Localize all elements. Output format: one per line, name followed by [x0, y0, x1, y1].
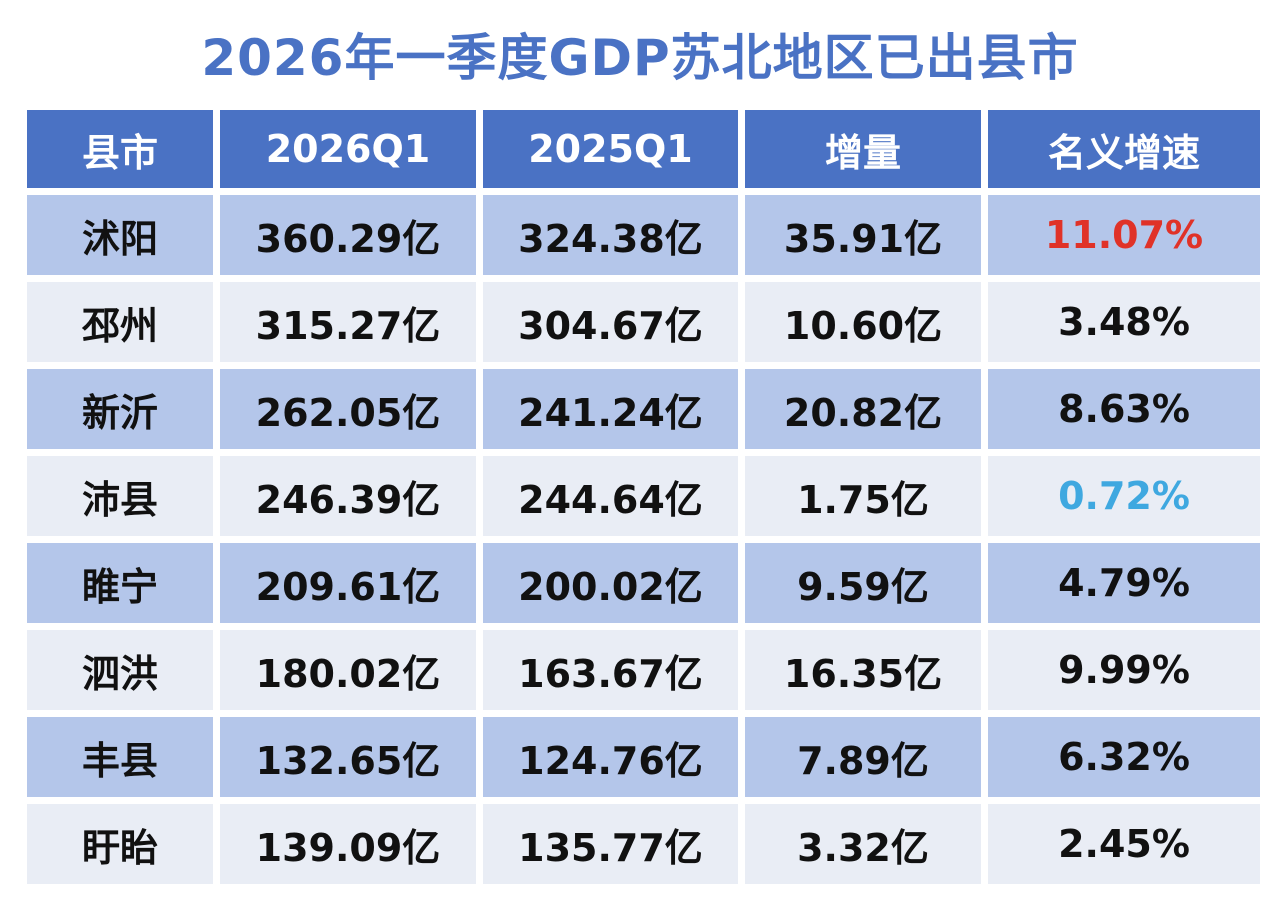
table-cell: 8.63%: [988, 369, 1260, 449]
row-label: 泗洪: [27, 630, 213, 710]
table-cell: 241.24亿: [483, 369, 738, 449]
column-header: 县市: [27, 110, 213, 188]
table-cell: 2.45%: [988, 804, 1260, 884]
table-cell: 209.61亿: [220, 543, 476, 623]
column-header: 2026Q1: [220, 110, 476, 188]
table-cell: 132.65亿: [220, 717, 476, 797]
table-cell: 3.48%: [988, 282, 1260, 362]
row-label: 邳州: [27, 282, 213, 362]
column-header: 名义增速: [988, 110, 1260, 188]
table-cell: 124.76亿: [483, 717, 738, 797]
table-cell: 10.60亿: [745, 282, 981, 362]
table-cell: 244.64亿: [483, 456, 738, 536]
table-cell: 0.72%: [988, 456, 1260, 536]
table-cell: 6.32%: [988, 717, 1260, 797]
table-cell: 139.09亿: [220, 804, 476, 884]
table: 县市 2026Q1 2025Q1 增量 名义增速沭阳 360.29亿 324.38亿 35.9…: [27, 110, 1260, 884]
table-cell: 3.32亿: [745, 804, 981, 884]
table-cell: 324.38亿: [483, 195, 738, 275]
table-cell: 304.67亿: [483, 282, 738, 362]
column-header: 增量: [745, 110, 981, 188]
table-cell: 360.29亿: [220, 195, 476, 275]
table-cell: 135.77亿: [483, 804, 738, 884]
row-label: 新沂: [27, 369, 213, 449]
table-cell: 9.59亿: [745, 543, 981, 623]
table-cell: 11.07%: [988, 195, 1260, 275]
table-cell: 315.27亿: [220, 282, 476, 362]
table-cell: 1.75亿: [745, 456, 981, 536]
column-header: 2025Q1: [483, 110, 738, 188]
table-cell: 163.67亿: [483, 630, 738, 710]
table-cell: 4.79%: [988, 543, 1260, 623]
row-label: 沭阳: [27, 195, 213, 275]
table-cell: 7.89亿: [745, 717, 981, 797]
table-cell: 262.05亿: [220, 369, 476, 449]
table-cell: 20.82亿: [745, 369, 981, 449]
row-label: 沛县: [27, 456, 213, 536]
table-cell: 35.91亿: [745, 195, 981, 275]
table-cell: 246.39亿: [220, 456, 476, 536]
row-label: 丰县: [27, 717, 213, 797]
table-cell: 180.02亿: [220, 630, 476, 710]
row-label: 睢宁: [27, 543, 213, 623]
table-cell: 200.02亿: [483, 543, 738, 623]
table-cell: 16.35亿: [745, 630, 981, 710]
row-label: 盱眙: [27, 804, 213, 884]
title: 2026年一季度GDP苏北地区已出县市: [201, 29, 1079, 87]
table-cell: 9.99%: [988, 630, 1260, 710]
